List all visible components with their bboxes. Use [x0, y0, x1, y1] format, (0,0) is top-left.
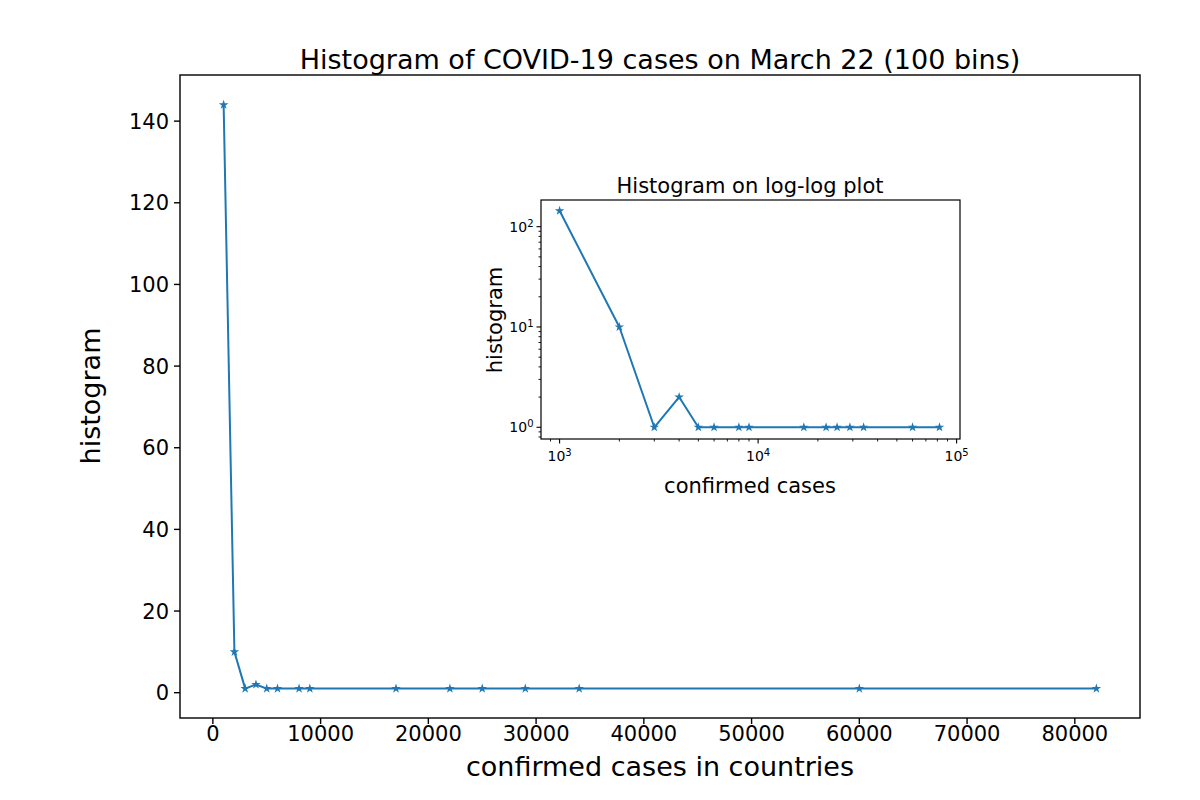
x-tick-label: 50000	[718, 722, 785, 746]
data-point-marker	[555, 206, 565, 215]
x-tick-label: 10000	[287, 722, 354, 746]
y-tick-label: 40	[142, 518, 169, 542]
y-tick-label: 120	[129, 191, 169, 215]
y-tick-label: 0	[156, 681, 169, 705]
x-tick-label: 30000	[503, 722, 570, 746]
y-tick-label: 101	[509, 318, 533, 335]
axes-spines	[180, 75, 1140, 718]
inset-chart-title: Histogram on log-log plot	[617, 174, 884, 198]
axes-spines	[541, 200, 960, 439]
figure-canvas: Histogram of COVID-19 cases on March 22 …	[0, 0, 1200, 800]
inset-y-axis-label: histogram	[483, 267, 507, 373]
x-tick-label: 80000	[1041, 722, 1108, 746]
y-tick-label: 20	[142, 600, 169, 624]
x-tick-label: 0	[206, 722, 219, 746]
data-series-line	[560, 211, 940, 427]
chart-svg: Histogram of COVID-19 cases on March 22 …	[0, 0, 1200, 800]
y-tick-label: 100	[509, 418, 533, 435]
x-tick-label: 60000	[826, 722, 893, 746]
data-point-marker	[251, 680, 261, 689]
main-y-axis-label: histogram	[75, 328, 106, 465]
y-tick-label: 100	[129, 273, 169, 297]
y-tick-label: 60	[142, 436, 169, 460]
x-tick-label: 70000	[934, 722, 1001, 746]
inset-x-axis-label: confirmed cases	[664, 474, 836, 498]
x-tick-label: 105	[945, 447, 969, 464]
x-tick-label: 104	[746, 447, 770, 464]
main-x-axis-label: confirmed cases in countries	[466, 751, 854, 782]
y-tick-label: 102	[509, 218, 533, 235]
y-tick-label: 80	[142, 355, 169, 379]
x-tick-label: 40000	[610, 722, 677, 746]
inset-plot-area: 103 104 105 100 101 102	[509, 200, 968, 464]
main-chart-title: Histogram of COVID-19 cases on March 22 …	[300, 44, 1021, 75]
x-tick-label: 20000	[395, 722, 462, 746]
y-tick-label: 140	[129, 110, 169, 134]
x-tick-label: 103	[547, 447, 571, 464]
